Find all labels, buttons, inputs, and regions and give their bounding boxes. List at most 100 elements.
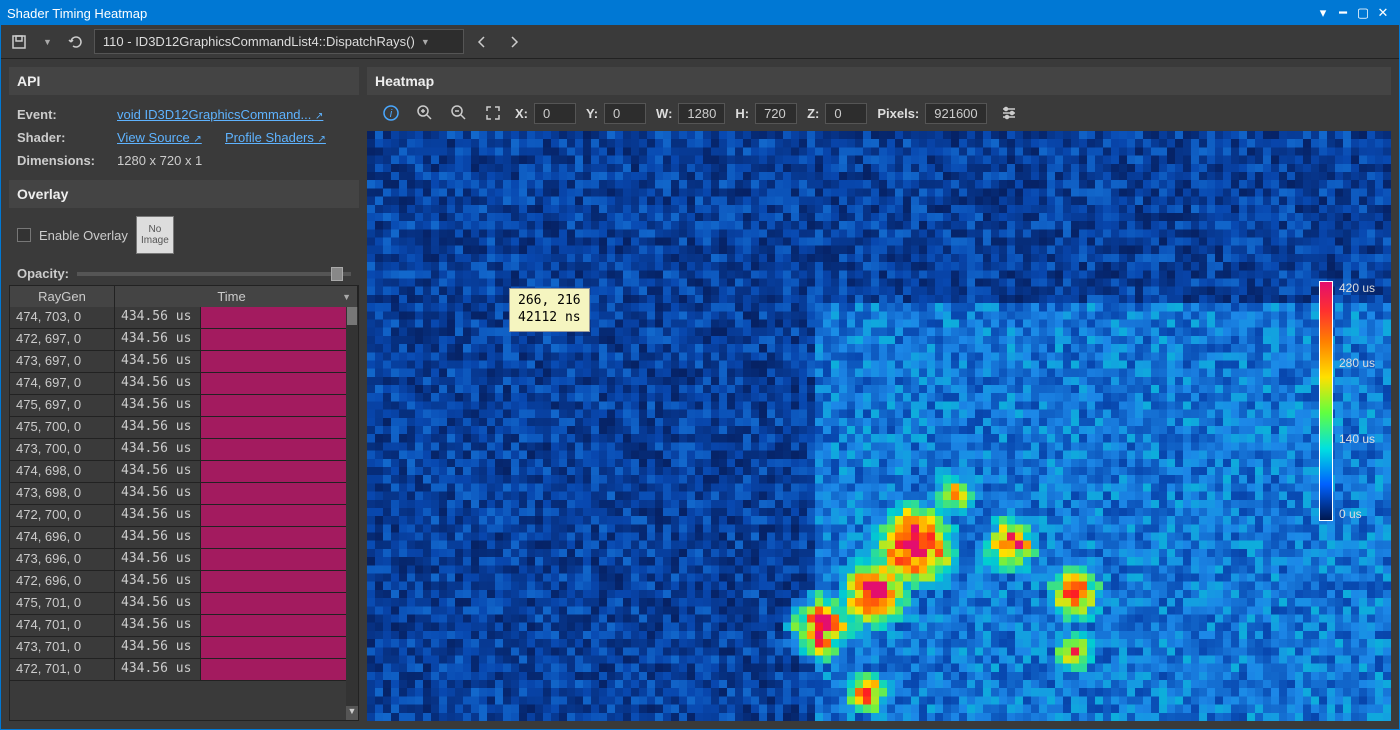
cell-time: 434.56 us xyxy=(115,659,201,680)
opacity-label: Opacity: xyxy=(17,266,69,281)
table-row[interactable]: 474, 696, 0434.56 us xyxy=(10,527,358,549)
cell-time: 434.56 us xyxy=(115,483,201,504)
fit-icon[interactable] xyxy=(481,101,505,125)
window-title: Shader Timing Heatmap xyxy=(7,6,1313,21)
table-row[interactable]: 472, 701, 0434.56 us xyxy=(10,659,358,681)
cell-coord: 474, 697, 0 xyxy=(10,373,115,394)
event-label: Event: xyxy=(17,107,109,122)
cell-time: 434.56 us xyxy=(115,329,201,350)
info-icon[interactable]: i xyxy=(379,101,403,125)
table-row[interactable]: 473, 700, 0434.56 us xyxy=(10,439,358,461)
cell-coord: 472, 697, 0 xyxy=(10,329,115,350)
table-row[interactable]: 472, 700, 0434.56 us xyxy=(10,505,358,527)
heatmap-legend: 420 us 280 us 140 us 0 us xyxy=(1319,281,1381,521)
cell-bar xyxy=(201,439,346,460)
scroll-down-icon[interactable]: ▼ xyxy=(346,706,358,720)
next-button[interactable] xyxy=(500,30,528,54)
coord-pixels: 921600 xyxy=(925,103,986,124)
cell-time: 434.56 us xyxy=(115,373,201,394)
save-dropdown-button[interactable]: ▼ xyxy=(37,33,58,51)
cell-time: 434.56 us xyxy=(115,505,201,526)
cell-bar xyxy=(201,329,346,350)
left-panel: API Event: void ID3D12GraphicsCommand...… xyxy=(9,67,359,721)
timing-table: RayGen Time▼ ▼ 474, 703, 0434.56 us472, … xyxy=(9,285,359,721)
cell-coord: 472, 701, 0 xyxy=(10,659,115,680)
legend-420: 420 us xyxy=(1339,281,1375,295)
slider-thumb[interactable] xyxy=(331,267,343,281)
cell-coord: 474, 698, 0 xyxy=(10,461,115,482)
cell-coord: 474, 696, 0 xyxy=(10,527,115,548)
table-row[interactable]: 474, 701, 0434.56 us xyxy=(10,615,358,637)
scrollbar[interactable]: ▼ xyxy=(346,307,358,720)
cell-time: 434.56 us xyxy=(115,527,201,548)
cell-bar xyxy=(201,417,346,438)
cell-bar xyxy=(201,395,346,416)
overlay-header: Overlay xyxy=(9,180,359,208)
profile-shaders-link[interactable]: Profile Shaders ↗ xyxy=(225,130,326,145)
table-row[interactable]: 475, 700, 0434.56 us xyxy=(10,417,358,439)
cell-bar xyxy=(201,549,346,570)
right-panel: Heatmap i X:0 Y:0 W:1280 H:720 Z:0 Pixel… xyxy=(367,67,1391,721)
minimize-icon[interactable]: ━ xyxy=(1333,5,1353,21)
table-row[interactable]: 475, 697, 0434.56 us xyxy=(10,395,358,417)
cell-bar xyxy=(201,571,346,592)
table-row[interactable]: 472, 697, 0434.56 us xyxy=(10,329,358,351)
save-button[interactable] xyxy=(5,30,33,54)
command-dropdown[interactable]: 110 - ID3D12GraphicsCommandList4::Dispat… xyxy=(94,29,464,54)
prev-button[interactable] xyxy=(468,30,496,54)
table-row[interactable]: 473, 696, 0434.56 us xyxy=(10,549,358,571)
col-raygen[interactable]: RayGen xyxy=(10,286,115,307)
cell-bar xyxy=(201,637,346,658)
view-source-link[interactable]: View Source ↗ xyxy=(117,130,202,145)
api-header: API xyxy=(9,67,359,95)
cell-time: 434.56 us xyxy=(115,593,201,614)
legend-gradient xyxy=(1319,281,1333,521)
table-row[interactable]: 473, 697, 0434.56 us xyxy=(10,351,358,373)
opacity-slider[interactable] xyxy=(77,272,351,276)
table-row[interactable]: 473, 701, 0434.56 us xyxy=(10,637,358,659)
cell-coord: 473, 698, 0 xyxy=(10,483,115,504)
table-row[interactable]: 474, 697, 0434.56 us xyxy=(10,373,358,395)
titlebar[interactable]: Shader Timing Heatmap ▾ ━ ▢ ✕ xyxy=(1,1,1399,25)
scrollbar-thumb[interactable] xyxy=(347,307,357,325)
chevron-down-icon: ▼ xyxy=(421,37,430,47)
external-icon: ↗ xyxy=(193,134,201,145)
col-time[interactable]: Time▼ xyxy=(115,286,358,307)
cell-bar xyxy=(201,483,346,504)
external-icon: ↗ xyxy=(318,134,326,145)
settings-icon[interactable] xyxy=(997,101,1021,125)
table-row[interactable]: 474, 698, 0434.56 us xyxy=(10,461,358,483)
minimize-tab-icon[interactable]: ▾ xyxy=(1313,5,1333,21)
cell-bar xyxy=(201,307,346,328)
table-row[interactable]: 474, 703, 0434.56 us xyxy=(10,307,358,329)
dimensions-label: Dimensions: xyxy=(17,153,109,168)
legend-140: 140 us xyxy=(1339,432,1375,446)
cell-coord: 472, 696, 0 xyxy=(10,571,115,592)
close-icon[interactable]: ✕ xyxy=(1373,5,1393,21)
table-row[interactable]: 475, 701, 0434.56 us xyxy=(10,593,358,615)
coord-z: 0 xyxy=(825,103,867,124)
heatmap-toolbar: i X:0 Y:0 W:1280 H:720 Z:0 Pixels:921600 xyxy=(367,95,1391,131)
cell-time: 434.56 us xyxy=(115,637,201,658)
table-row[interactable]: 473, 698, 0434.56 us xyxy=(10,483,358,505)
cell-coord: 475, 700, 0 xyxy=(10,417,115,438)
overlay-image-thumb[interactable]: No Image xyxy=(136,216,174,254)
cell-bar xyxy=(201,351,346,372)
zoom-out-icon[interactable] xyxy=(447,101,471,125)
heatmap-view[interactable]: 266, 216 42112 ns 420 us 280 us 140 us 0… xyxy=(367,131,1391,721)
shader-label: Shader: xyxy=(17,130,109,145)
cell-coord: 473, 701, 0 xyxy=(10,637,115,658)
legend-280: 280 us xyxy=(1339,356,1375,370)
table-row[interactable]: 472, 696, 0434.56 us xyxy=(10,571,358,593)
event-link[interactable]: void ID3D12GraphicsCommand... ↗ xyxy=(117,107,323,122)
refresh-button[interactable] xyxy=(62,30,90,54)
cell-time: 434.56 us xyxy=(115,351,201,372)
heatmap-header: Heatmap xyxy=(367,67,1391,95)
zoom-in-icon[interactable] xyxy=(413,101,437,125)
cell-time: 434.56 us xyxy=(115,571,201,592)
enable-overlay-checkbox[interactable] xyxy=(17,228,31,242)
cell-coord: 475, 701, 0 xyxy=(10,593,115,614)
cell-time: 434.56 us xyxy=(115,417,201,438)
cell-coord: 474, 701, 0 xyxy=(10,615,115,636)
maximize-icon[interactable]: ▢ xyxy=(1353,5,1373,21)
